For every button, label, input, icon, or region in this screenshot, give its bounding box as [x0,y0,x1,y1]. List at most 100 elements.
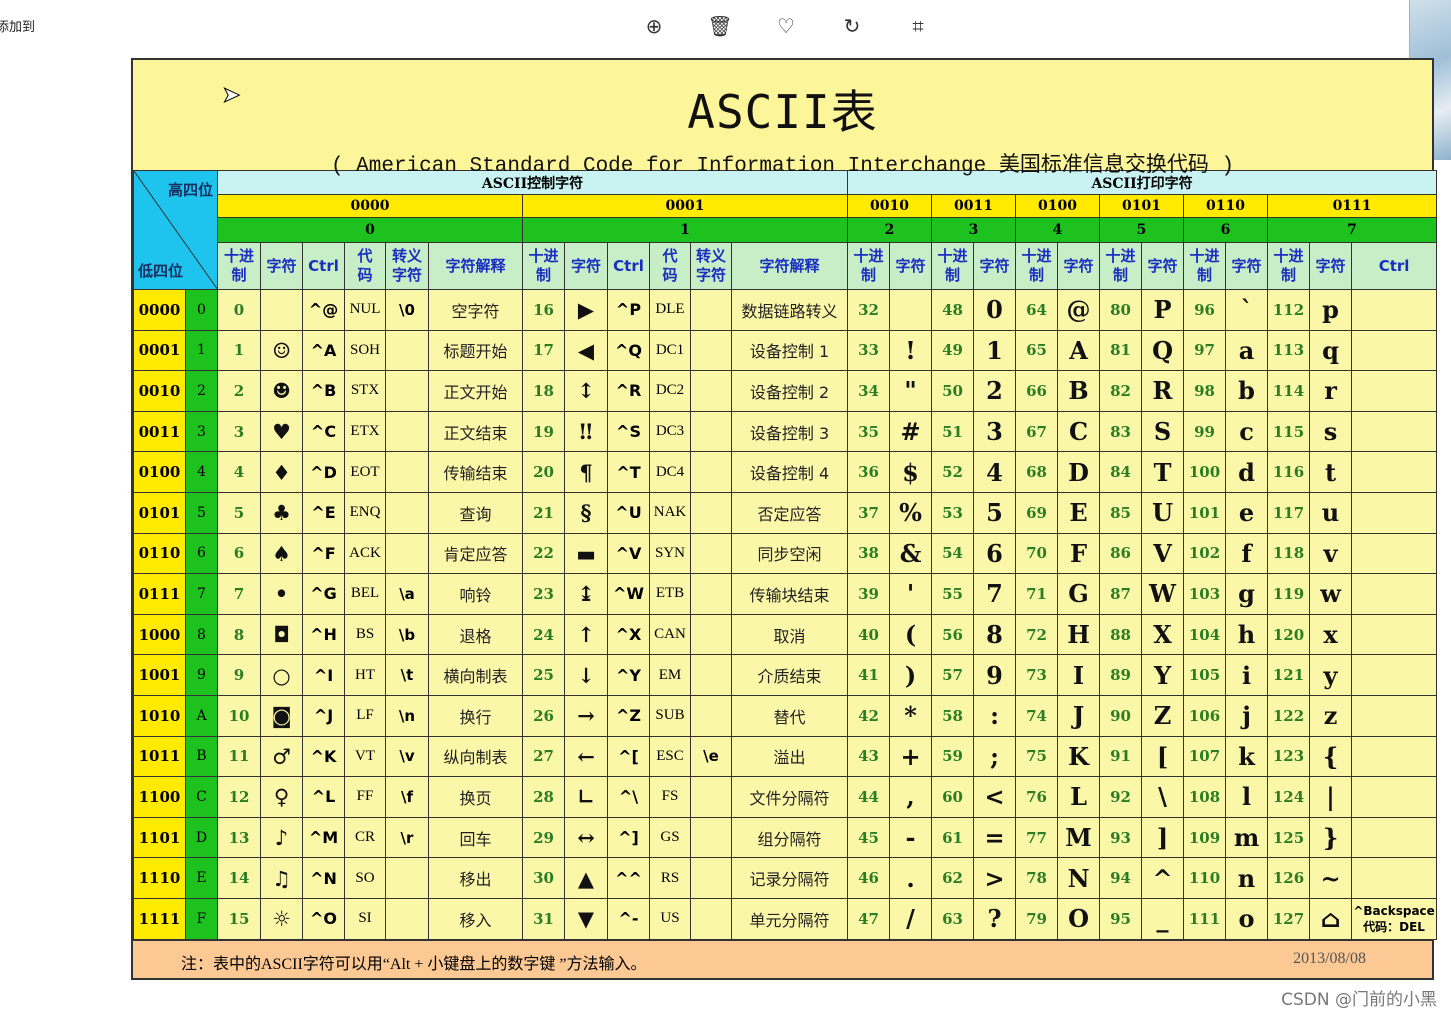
decimal-cell: 37 [847,491,891,534]
decimal-cell: 27 [522,735,565,778]
description-cell: 肯定应答 [428,532,523,575]
decimal-cell: 116 [1267,451,1311,493]
decimal-cell: 61 [931,816,975,859]
low-bits-cell: 0110 [133,532,186,575]
char-cell: 7 [973,573,1017,615]
decimal-cell: 56 [931,613,975,656]
code-cell: FF [344,776,386,818]
decimal-cell: 35 [847,410,891,453]
char-cell: q [1309,329,1353,372]
table-row: 1001 9 9 ○ ^I HT \t 横向制表 25 ↓ ^Y EM 介质结束 41) 57 9 73 I 89 Y… [133,654,1438,696]
decimal-cell: 124 [1267,776,1311,818]
char-cell: ← [564,735,608,778]
escape-cell: \r [385,816,429,859]
description-cell: 设备控制 4 [730,451,849,493]
high-bits-label: 高四位 [167,181,213,199]
char-cell: m [1225,816,1269,859]
char-cell: y [1309,654,1353,696]
char-cell: ↓ [564,654,608,696]
decimal-cell: 121 [1267,654,1311,696]
char-cell: W [1141,573,1185,615]
decimal-cell: 6 [217,532,261,575]
decimal-cell: 100 [1183,451,1227,493]
char-cell: | [1309,776,1353,818]
decimal-cell: 64 [1015,289,1059,331]
high-hex-header: 0 [217,217,523,243]
decimal-cell: 3 [217,410,261,453]
decimal-cell: 22 [522,532,565,575]
decimal-cell: 11 [217,735,261,778]
decimal-cell: 15 [217,897,261,940]
trash-icon[interactable]: 🗑 [707,14,733,38]
low-hex-cell: B [185,735,218,778]
table-row: 1000 8 8 ◘ ^H BS \b 退格 24 ↑ ^X CAN 取消 40(56 8 72 H 88 X 104… [133,613,1438,656]
low-bits-cell: 0011 [133,410,186,453]
ctrl-cell: ^U [607,491,650,534]
code-cell: SO [344,857,386,899]
ctrl-cell [1351,289,1438,331]
char-cell: F [1057,532,1101,575]
image-toolbar: ⊕ 🗑 ♡ ↻ ⌗ [640,12,932,40]
decimal-cell: 14 [217,857,261,899]
description-cell: 换页 [428,776,523,818]
decimal-cell: 98 [1183,370,1227,412]
crop-icon[interactable]: ⌗ [912,14,924,38]
decimal-cell: 25 [522,654,565,696]
zoom-in-icon[interactable]: ⊕ [645,14,663,38]
decimal-cell: 9 [217,654,261,696]
decimal-cell: 75 [1015,735,1059,778]
ctrl-cell [1351,694,1438,737]
column-header: 十进 制 [1015,242,1059,290]
description-cell: 设备控制 1 [730,329,849,372]
high-bits-header: 0101 [1099,194,1185,218]
decimal-cell: 36 [847,451,891,493]
add-to-label[interactable]: 添加到 [0,20,36,35]
ctrl-cell: ^C [302,410,345,453]
rotate-icon[interactable]: ↻ [843,14,861,38]
column-header: Ctrl [302,242,345,290]
ascii-table-image: ASCII表 ( American Standard Code for Info… [131,58,1438,980]
char-cell: ¶ [564,451,608,493]
column-header: 转义 字符 [385,242,429,290]
char-cell: ↑ [564,613,608,656]
char-cell: ♂ [260,735,303,778]
escape-cell: \b [385,613,429,656]
ctrl-cell [1351,573,1438,615]
escape-cell [690,370,732,412]
low-bits-cell: 0101 [133,491,186,534]
decimal-cell: 4 [217,451,261,493]
low-bits-cell: 1010 [133,694,186,737]
ctrl-cell: ^L [302,776,345,818]
decimal-cell: 66 [1015,370,1059,412]
decimal-cell: 69 [1015,491,1059,534]
decimal-cell: 127 [1267,897,1311,940]
char-cell: r [1309,370,1353,412]
table-row: 1110 E 14 ♫ ^N SO 移出 30 ▲ ^^ RS 记录分隔符 46. 62 >78 N 94 ^ 11… [133,857,1438,899]
char-cell: S [1141,410,1185,453]
decimal-cell: 115 [1267,410,1311,453]
description-cell: 文件分隔符 [730,776,849,818]
low-hex-cell: 9 [185,654,218,696]
print-group-header: ASCII打印字符 [847,170,1438,195]
decimal-cell: 59 [931,735,975,778]
decimal-cell: 120 [1267,613,1311,656]
decimal-cell: 105 [1183,654,1227,696]
decimal-cell: 40 [847,613,891,656]
decimal-cell: 55 [931,573,975,615]
code-cell: NAK [649,491,691,534]
code-cell: NUL [344,289,386,331]
escape-cell [690,451,732,493]
heart-icon[interactable]: ♡ [777,14,795,38]
ctrl-cell: ^G [302,573,345,615]
decimal-cell: 99 [1183,410,1227,453]
char-cell: A [1057,329,1101,372]
escape-cell [385,897,429,940]
description-cell: 记录分隔符 [730,857,849,899]
decimal-cell: 118 [1267,532,1311,575]
table-row: 0110 6 6 ♠ ^F ACK 肯定应答 22 ▬ ^V SYN 同步空闲 38 & 54 6 70 F 86 V… [133,532,1438,575]
char-cell: f [1225,532,1269,575]
decimal-cell: 88 [1099,613,1143,656]
char-cell: I [1057,654,1101,696]
low-bits-cell: 0000 [133,289,186,331]
char-cell: , [889,776,933,818]
